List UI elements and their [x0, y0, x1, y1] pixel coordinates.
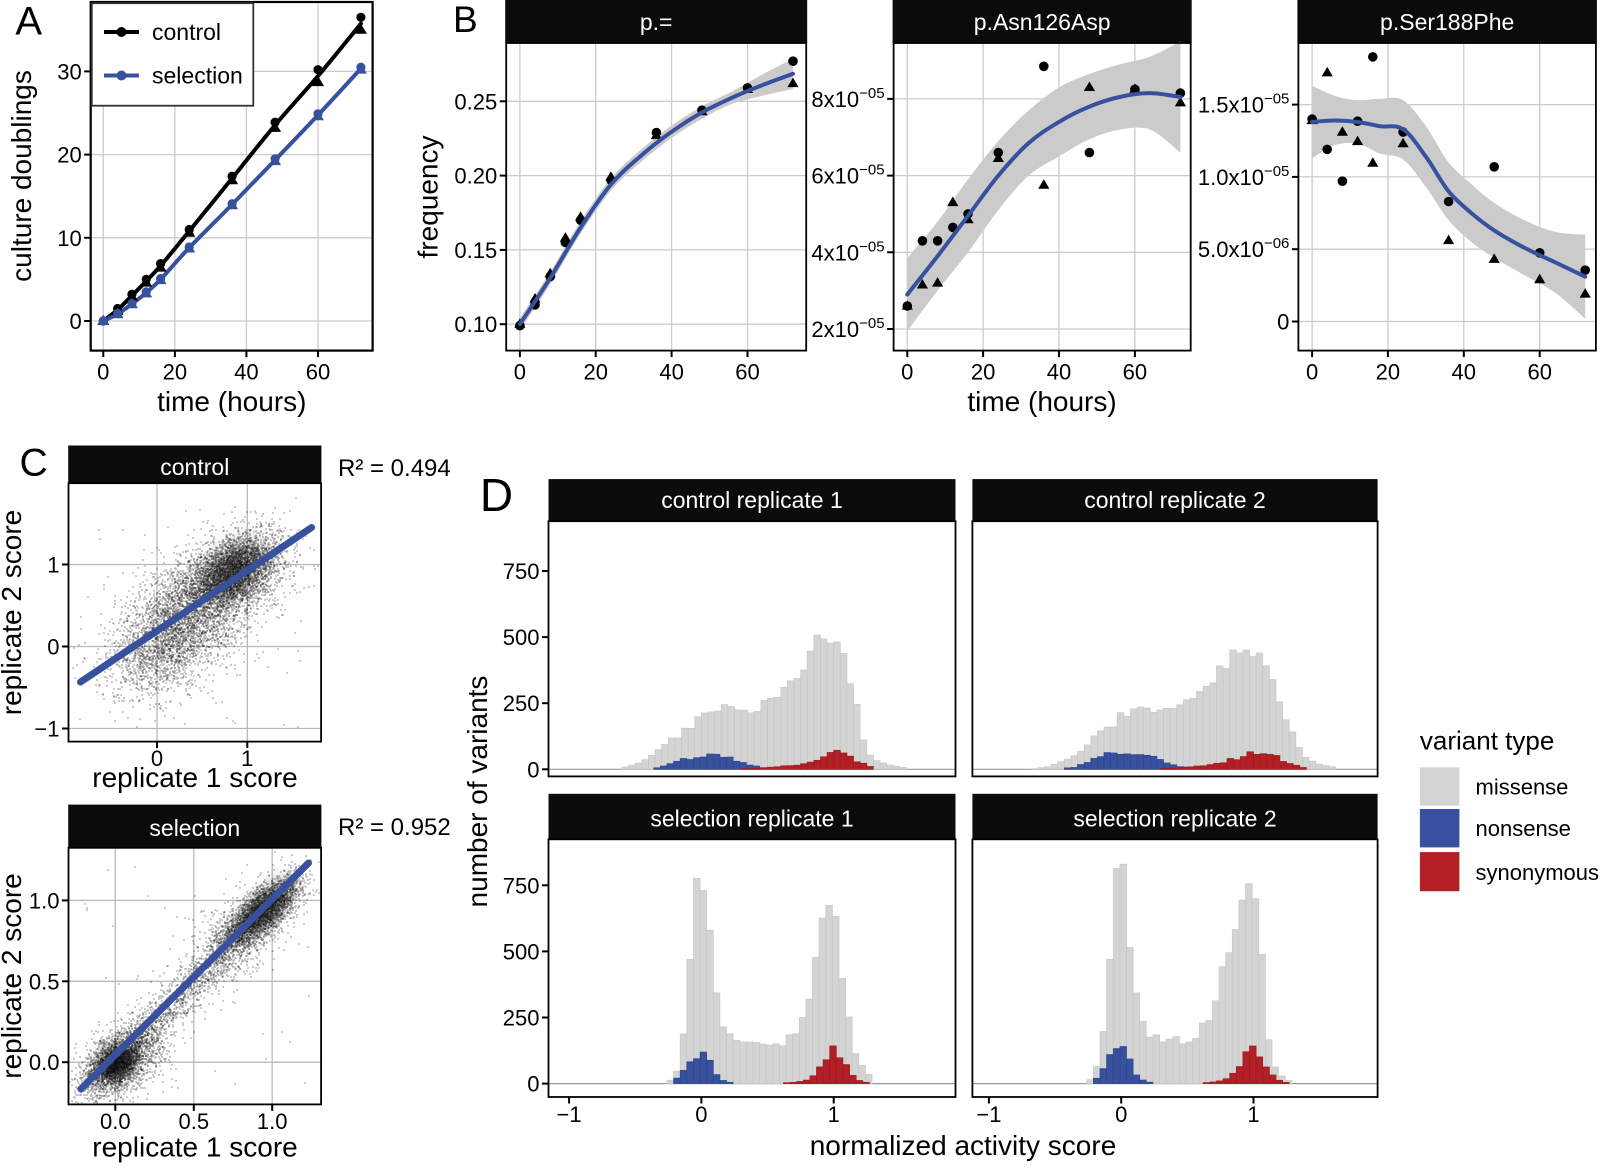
svg-text:20: 20	[583, 360, 607, 385]
svg-text:control replicate 1: control replicate 1	[661, 487, 843, 513]
svg-text:selection replicate 1: selection replicate 1	[650, 805, 853, 831]
svg-text:0: 0	[1277, 310, 1289, 335]
svg-text:control replicate 2: control replicate 2	[1084, 487, 1266, 513]
svg-text:40: 40	[1452, 360, 1476, 385]
svg-text:−1: −1	[34, 717, 59, 742]
svg-text:40: 40	[234, 360, 258, 385]
svg-text:0.0: 0.0	[29, 1050, 60, 1075]
svg-text:0.5: 0.5	[29, 969, 60, 994]
svg-text:60: 60	[735, 360, 759, 385]
svg-text:p.=: p.=	[640, 9, 673, 35]
svg-text:250: 250	[503, 691, 540, 716]
svg-text:0: 0	[527, 757, 539, 782]
svg-text:A: A	[15, 0, 42, 43]
svg-text:0: 0	[695, 1102, 707, 1127]
svg-text:time (hours): time (hours)	[967, 386, 1116, 417]
svg-text:1.5x10−05: 1.5x10−05	[1198, 91, 1290, 118]
svg-text:−1: −1	[976, 1102, 1001, 1127]
svg-text:30: 30	[57, 59, 81, 84]
svg-text:nonsense: nonsense	[1476, 816, 1571, 841]
svg-text:culture doublings: culture doublings	[6, 70, 37, 282]
svg-text:B: B	[453, 0, 478, 40]
svg-text:C: C	[20, 442, 48, 485]
svg-text:selection: selection	[149, 815, 240, 841]
svg-text:20: 20	[163, 360, 187, 385]
svg-text:6x10−05: 6x10−05	[811, 162, 884, 189]
svg-text:500: 500	[503, 625, 540, 650]
svg-text:−1: −1	[557, 1102, 582, 1127]
svg-text:1: 1	[241, 746, 253, 771]
svg-text:1: 1	[47, 553, 59, 578]
svg-text:time (hours): time (hours)	[157, 386, 306, 417]
svg-text:20: 20	[57, 143, 81, 168]
svg-text:0: 0	[1115, 1102, 1127, 1127]
svg-text:0: 0	[527, 1072, 539, 1097]
svg-text:750: 750	[503, 559, 540, 584]
svg-text:60: 60	[1123, 360, 1147, 385]
svg-text:R² = 0.494: R² = 0.494	[338, 455, 451, 482]
svg-text:20: 20	[1376, 360, 1400, 385]
svg-text:variant type: variant type	[1420, 726, 1554, 756]
svg-text:0.10: 0.10	[454, 312, 497, 337]
svg-text:number of variants: number of variants	[462, 676, 493, 908]
svg-text:selection replicate 2: selection replicate 2	[1073, 805, 1276, 831]
svg-text:1: 1	[828, 1102, 840, 1127]
svg-text:R² = 0.952: R² = 0.952	[338, 814, 451, 841]
svg-text:p.Asn126Asp: p.Asn126Asp	[974, 9, 1111, 35]
svg-text:40: 40	[659, 360, 683, 385]
svg-text:replicate 1 score: replicate 1 score	[92, 762, 297, 793]
svg-text:missense: missense	[1476, 775, 1569, 800]
svg-text:60: 60	[306, 360, 330, 385]
svg-text:0.20: 0.20	[454, 164, 497, 189]
svg-text:0.0: 0.0	[100, 1109, 131, 1134]
svg-text:0: 0	[47, 635, 59, 660]
svg-text:selection: selection	[152, 63, 243, 89]
svg-text:0: 0	[901, 360, 913, 385]
svg-text:60: 60	[1527, 360, 1551, 385]
svg-text:250: 250	[503, 1006, 540, 1031]
svg-text:replicate 1 score: replicate 1 score	[92, 1132, 297, 1163]
svg-text:1: 1	[1247, 1102, 1259, 1127]
svg-text:40: 40	[1047, 360, 1071, 385]
svg-text:p.Ser188Phe: p.Ser188Phe	[1380, 9, 1514, 35]
svg-text:frequency: frequency	[413, 136, 444, 259]
svg-text:replicate 2 score: replicate 2 score	[0, 873, 27, 1078]
svg-text:20: 20	[971, 360, 995, 385]
svg-text:0: 0	[151, 746, 163, 771]
svg-text:0.25: 0.25	[454, 89, 497, 114]
svg-text:0.15: 0.15	[454, 238, 497, 263]
svg-text:0.5: 0.5	[179, 1109, 210, 1134]
svg-text:750: 750	[503, 873, 540, 898]
svg-text:replicate 2 score: replicate 2 score	[0, 510, 27, 715]
svg-text:0: 0	[514, 360, 526, 385]
svg-text:1.0: 1.0	[29, 888, 60, 913]
svg-text:0: 0	[97, 360, 109, 385]
svg-text:synonymous: synonymous	[1476, 860, 1600, 885]
svg-text:0: 0	[69, 309, 81, 334]
svg-text:normalized activity score: normalized activity score	[810, 1130, 1117, 1161]
svg-text:control: control	[160, 454, 229, 480]
svg-text:D: D	[480, 469, 513, 521]
svg-text:control: control	[152, 19, 221, 45]
svg-text:0: 0	[1306, 360, 1318, 385]
svg-text:1.0: 1.0	[257, 1109, 288, 1134]
svg-text:10: 10	[57, 226, 81, 251]
svg-text:500: 500	[503, 939, 540, 964]
